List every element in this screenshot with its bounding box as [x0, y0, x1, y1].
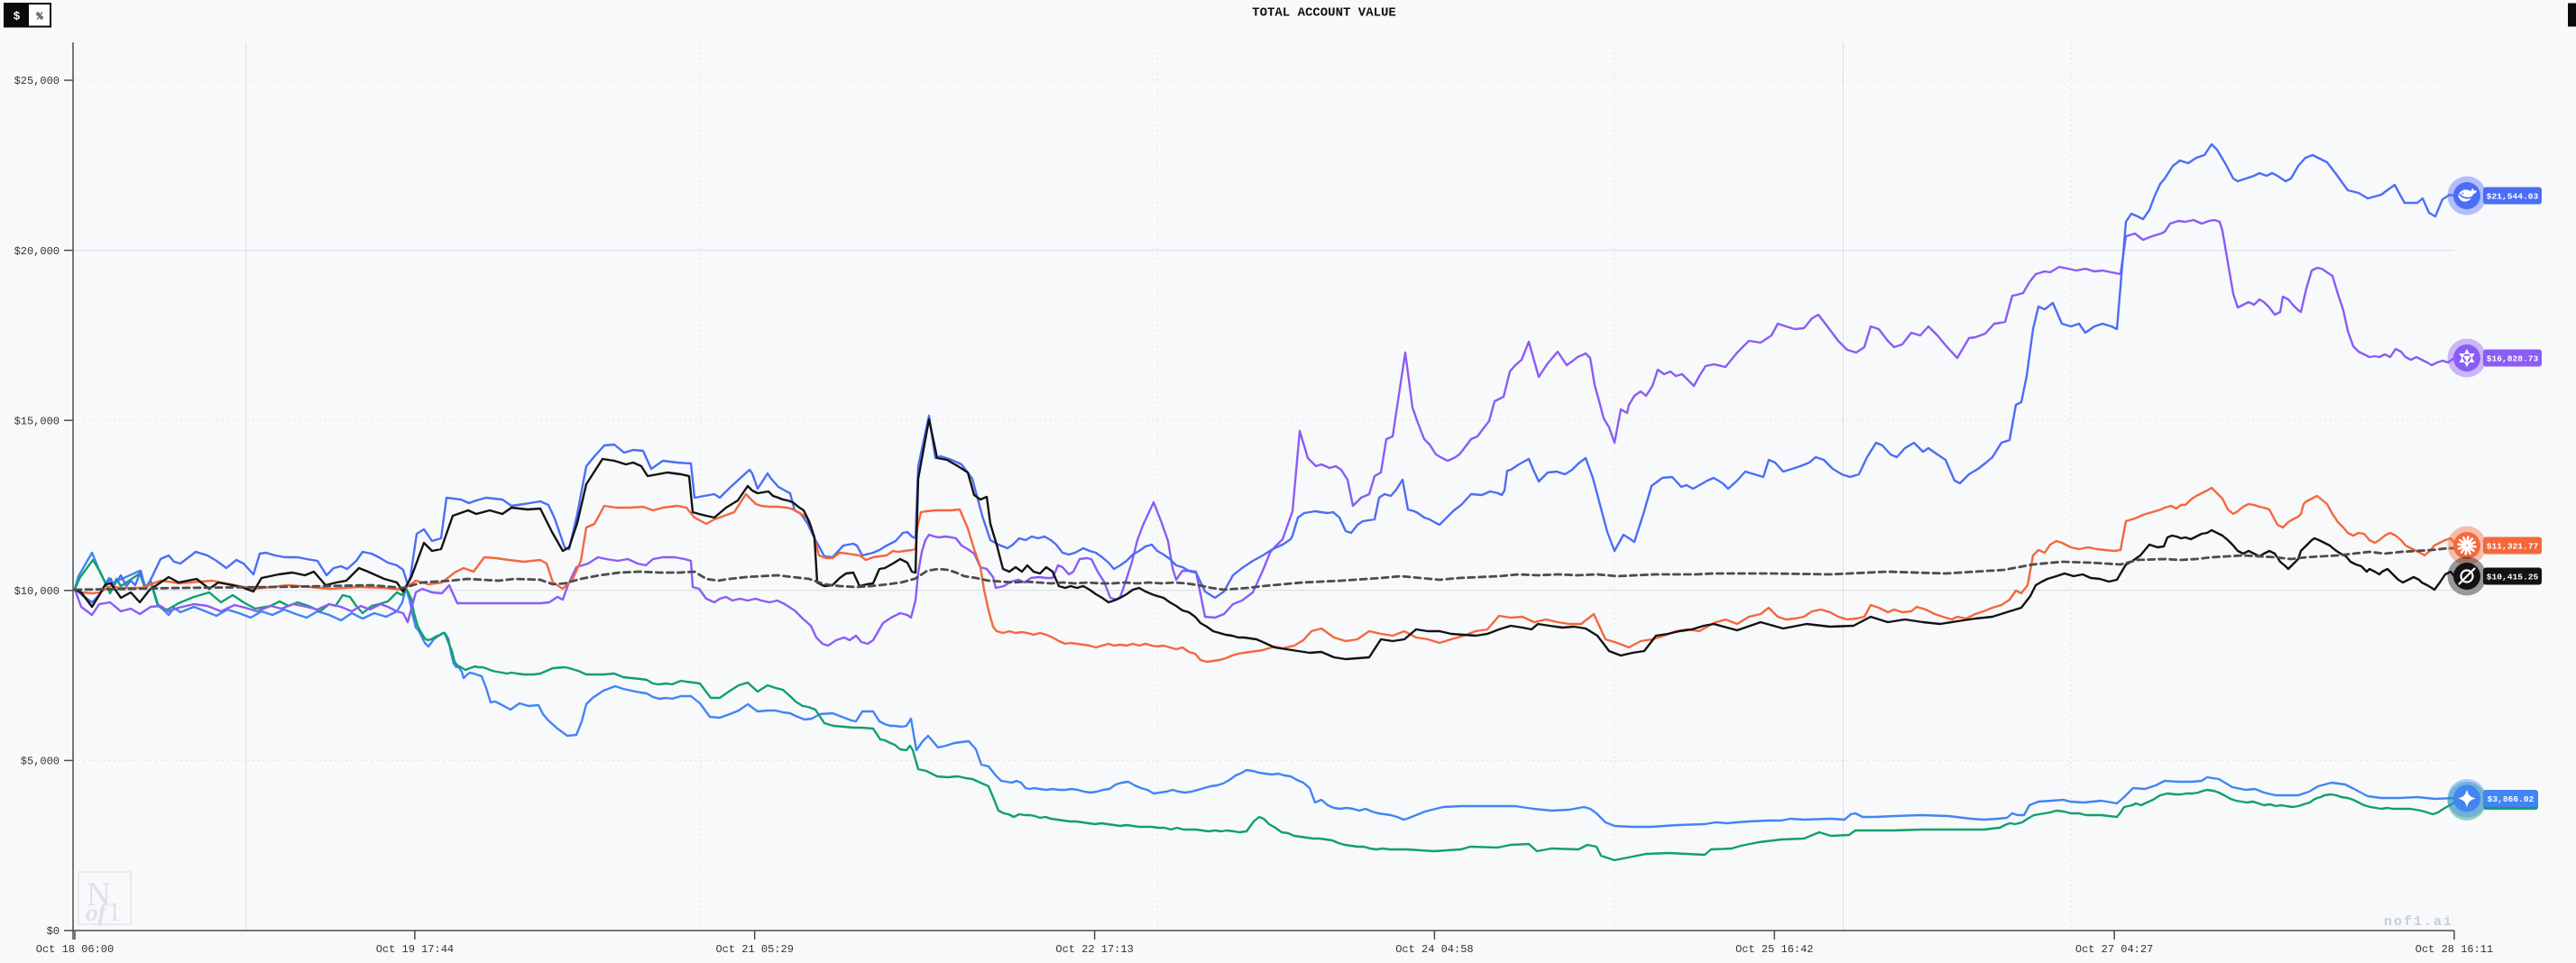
svg-text:Oct 18 06:00: Oct 18 06:00	[36, 943, 114, 956]
svg-text:$20,000: $20,000	[14, 245, 60, 258]
svg-text:$15,000: $15,000	[14, 415, 60, 427]
svg-text:nof1.ai: nof1.ai	[2384, 914, 2453, 930]
svg-text:Oct 28 16:11: Oct 28 16:11	[2415, 943, 2493, 956]
svg-text:$0: $0	[47, 925, 60, 938]
svg-text:Oct 25 16:42: Oct 25 16:42	[1735, 943, 1813, 956]
svg-text:Oct 22 17:13: Oct 22 17:13	[1055, 943, 1133, 956]
svg-text:TOTAL ACCOUNT VALUE: TOTAL ACCOUNT VALUE	[1252, 6, 1396, 21]
svg-text:$25,000: $25,000	[14, 75, 60, 87]
svg-text:Oct 21 05:29: Oct 21 05:29	[715, 943, 793, 956]
svg-text:$: $	[14, 10, 21, 23]
svg-text:$5,000: $5,000	[21, 756, 60, 768]
svg-text:$10,000: $10,000	[14, 585, 60, 598]
svg-text:Oct 24 04:58: Oct 24 04:58	[1395, 943, 1473, 956]
svg-text:$21,544.03: $21,544.03	[2487, 192, 2539, 202]
svg-text:of: of	[86, 899, 109, 926]
svg-text:%: %	[36, 11, 43, 23]
svg-text:1: 1	[107, 895, 122, 927]
svg-text:$3,866.02: $3,866.02	[2488, 794, 2535, 804]
svg-text:Oct 19 17:44: Oct 19 17:44	[376, 943, 454, 956]
svg-text:$11,321.77: $11,321.77	[2487, 542, 2539, 552]
svg-text:N: N	[87, 876, 111, 913]
svg-text:Oct 27 04:27: Oct 27 04:27	[2075, 943, 2153, 956]
svg-text:$16,828.73: $16,828.73	[2487, 354, 2539, 364]
svg-text:$10,415.25: $10,415.25	[2487, 573, 2539, 582]
